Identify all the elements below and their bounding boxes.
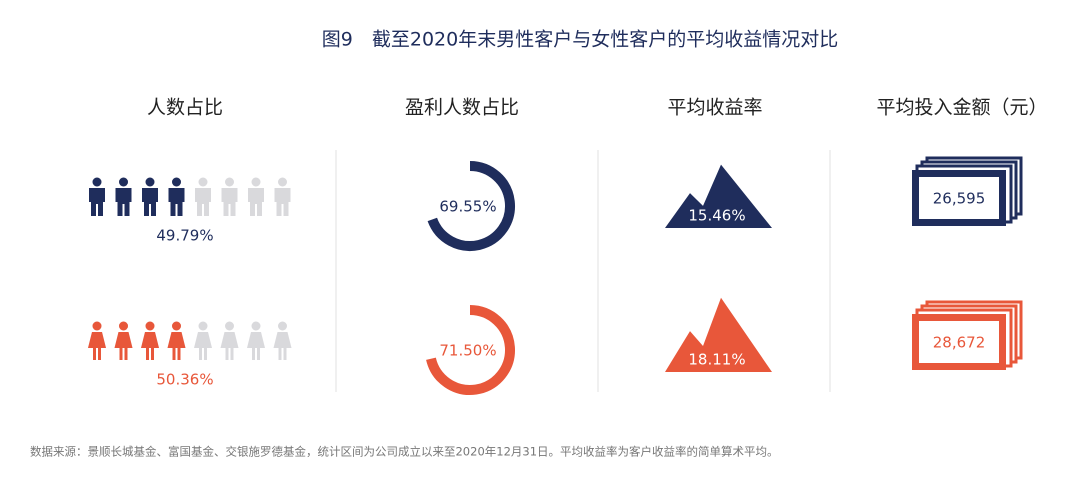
person-body (274, 188, 291, 216)
money-stack (912, 156, 1023, 226)
person-body (88, 332, 106, 360)
person-head (119, 177, 128, 187)
person-head (225, 321, 234, 331)
column-header: 平均投入金额（元） (876, 97, 1047, 119)
value-label: 28,672 (933, 334, 986, 352)
person-body (248, 188, 264, 216)
value-label: 49.79% (156, 227, 213, 245)
person-head (251, 177, 261, 187)
value-label: 26,595 (933, 190, 986, 208)
value-label: 50.36% (156, 371, 213, 389)
title: 图9 截至2020年末男性客户与女性客户的平均收益情况对比 (322, 29, 838, 51)
bill-inner (919, 177, 999, 219)
person-body (115, 188, 132, 216)
person-body (220, 332, 239, 360)
mountain (665, 164, 772, 228)
column-header: 盈利人数占比 (405, 97, 519, 119)
donut-arc (426, 305, 515, 395)
bill-inner (919, 321, 999, 363)
person-body (194, 332, 212, 360)
person-head (225, 177, 234, 187)
mountain (665, 297, 772, 372)
donut-arc (427, 161, 515, 251)
person-head (145, 321, 155, 331)
people-share (88, 321, 186, 360)
column-header: 平均收益率 (667, 97, 762, 119)
person-head (172, 321, 181, 331)
person-head (278, 321, 287, 331)
person-body (142, 188, 158, 216)
money-stack (912, 300, 1023, 370)
person-body (273, 332, 292, 360)
people-share (89, 177, 185, 216)
person-body (221, 188, 238, 216)
person-body (167, 332, 186, 360)
value-label: 71.50% (439, 342, 496, 360)
person-head (145, 177, 155, 187)
value-label: 18.11% (688, 351, 745, 369)
person-body (247, 332, 265, 360)
value-label: 69.55% (439, 198, 496, 216)
person-head (278, 177, 287, 187)
person-head (198, 321, 208, 331)
person-head (92, 321, 102, 331)
value-label: 15.46% (688, 207, 745, 225)
person-head (172, 177, 181, 187)
column-header: 人数占比 (147, 97, 223, 119)
source-note: 数据来源：景顺长城基金、富国基金、交银施罗德基金，统计区间为公司成立以来至202… (30, 445, 779, 459)
person-body (168, 188, 185, 216)
person-head (119, 321, 128, 331)
person-body (195, 188, 211, 216)
person-head (92, 177, 102, 187)
person-body (141, 332, 159, 360)
person-body (89, 188, 105, 216)
person-head (198, 177, 208, 187)
person-head (251, 321, 261, 331)
person-body (114, 332, 133, 360)
